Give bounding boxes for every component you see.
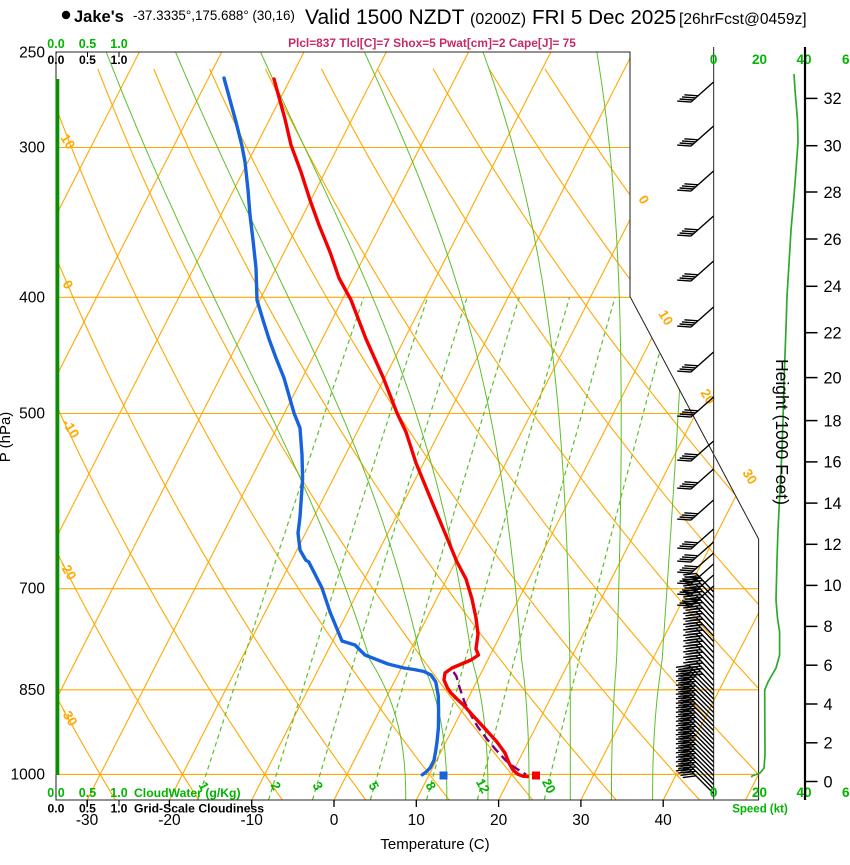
svg-text:20: 20 xyxy=(824,369,842,387)
svg-text:18: 18 xyxy=(824,412,842,430)
svg-text:16: 16 xyxy=(824,454,842,472)
svg-text:0.5: 0.5 xyxy=(79,786,96,800)
svg-text:Plcl=837 Tlcl[C]=7 Shox=5 Pwat: Plcl=837 Tlcl[C]=7 Shox=5 Pwat[cm]=2 Cap… xyxy=(288,36,576,50)
svg-text:32: 32 xyxy=(824,90,842,108)
svg-text:40: 40 xyxy=(655,812,673,829)
svg-text:30: 30 xyxy=(572,812,590,829)
svg-text:1.0: 1.0 xyxy=(110,786,127,800)
svg-text:28: 28 xyxy=(824,184,842,202)
svg-text:Jake's: Jake's xyxy=(74,8,124,26)
svg-text:0.0: 0.0 xyxy=(48,802,65,816)
svg-text:0.0: 0.0 xyxy=(48,53,65,67)
svg-text:30: 30 xyxy=(824,138,842,156)
svg-text:60: 60 xyxy=(842,785,850,800)
svg-text:24: 24 xyxy=(824,278,842,296)
svg-text:12: 12 xyxy=(824,536,842,554)
svg-text:Valid 1500 NZDT: Valid 1500 NZDT xyxy=(305,6,465,29)
svg-text:22: 22 xyxy=(824,325,842,343)
svg-text:300: 300 xyxy=(19,140,45,157)
svg-text:0.5: 0.5 xyxy=(79,37,96,51)
svg-text:20: 20 xyxy=(752,785,767,800)
svg-text:Speed (kt): Speed (kt) xyxy=(732,804,788,816)
svg-text:60: 60 xyxy=(842,52,850,67)
svg-text:Height (1000 Feet): Height (1000 Feet) xyxy=(772,359,792,505)
svg-text:6: 6 xyxy=(824,657,833,675)
svg-text:-37.3335°,175.688° (30,16): -37.3335°,175.688° (30,16) xyxy=(133,8,295,23)
svg-text:400: 400 xyxy=(19,289,45,306)
svg-text:250: 250 xyxy=(19,45,45,62)
svg-text:0: 0 xyxy=(710,785,718,800)
svg-text:0.0: 0.0 xyxy=(47,37,64,51)
svg-text:2: 2 xyxy=(824,735,833,753)
svg-text:Temperature (C): Temperature (C) xyxy=(380,836,489,853)
svg-text:10: 10 xyxy=(408,812,426,829)
svg-text:0: 0 xyxy=(824,773,833,791)
svg-text:(0200Z): (0200Z) xyxy=(470,11,526,28)
svg-text:CloudWater (g/Kg): CloudWater (g/Kg) xyxy=(134,786,241,800)
svg-text:850: 850 xyxy=(19,682,45,699)
svg-text:0.0: 0.0 xyxy=(47,786,64,800)
svg-text:8: 8 xyxy=(824,618,833,636)
svg-text:Grid-Scale Cloudiness: Grid-Scale Cloudiness xyxy=(134,802,264,816)
svg-text:4: 4 xyxy=(824,696,833,714)
svg-text:1000: 1000 xyxy=(11,766,46,783)
svg-text:1.0: 1.0 xyxy=(110,37,127,51)
svg-text:500: 500 xyxy=(19,406,45,423)
svg-text:[26hrFcst@0459z]: [26hrFcst@0459z] xyxy=(679,11,807,28)
svg-text:0: 0 xyxy=(330,812,339,829)
svg-text:0: 0 xyxy=(710,52,718,67)
svg-text:20: 20 xyxy=(490,812,508,829)
svg-text:10: 10 xyxy=(824,577,842,595)
svg-text:P (hPa): P (hPa) xyxy=(0,412,14,463)
svg-text:20: 20 xyxy=(752,52,767,67)
svg-text:FRI 5 Dec 2025: FRI 5 Dec 2025 xyxy=(532,6,676,29)
svg-text:26: 26 xyxy=(824,231,842,249)
svg-text:14: 14 xyxy=(824,495,842,513)
svg-text:700: 700 xyxy=(19,581,45,598)
